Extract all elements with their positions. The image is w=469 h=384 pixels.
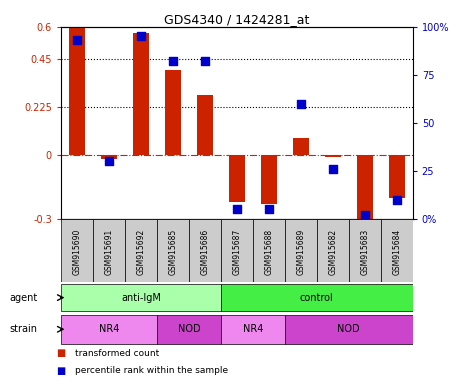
Text: anti-IgM: anti-IgM [121, 293, 161, 303]
Text: GSM915692: GSM915692 [136, 228, 145, 275]
Bar [381, 219, 413, 282]
Bar [221, 219, 253, 282]
Bar [61, 314, 157, 344]
Point [329, 166, 337, 172]
Point [105, 158, 113, 164]
Text: GSM915686: GSM915686 [200, 228, 209, 275]
Bar [93, 219, 125, 282]
Text: NR4: NR4 [99, 324, 119, 334]
Text: GSM915682: GSM915682 [328, 228, 337, 275]
Text: GSM915688: GSM915688 [265, 228, 273, 275]
Text: GSM915684: GSM915684 [392, 228, 401, 275]
Point [233, 206, 241, 212]
Text: GSM915689: GSM915689 [296, 228, 305, 275]
Text: control: control [300, 293, 333, 303]
Text: NOD: NOD [178, 324, 200, 334]
Bar [261, 155, 277, 204]
Bar [349, 219, 381, 282]
Bar [101, 155, 117, 159]
Point [73, 37, 81, 43]
Text: GSM915687: GSM915687 [232, 228, 242, 275]
Text: ■: ■ [56, 348, 66, 358]
Bar [61, 219, 93, 282]
Text: ■: ■ [56, 366, 66, 376]
Bar [61, 284, 221, 311]
Bar [285, 219, 317, 282]
Point [137, 33, 144, 40]
Bar [293, 138, 309, 155]
Point [393, 197, 401, 203]
Point [169, 58, 177, 65]
Bar [389, 155, 405, 197]
Text: GSM915690: GSM915690 [72, 228, 82, 275]
Bar [69, 27, 85, 155]
Point [361, 212, 369, 218]
Text: percentile rank within the sample: percentile rank within the sample [75, 366, 228, 375]
Bar [221, 314, 285, 344]
Bar [253, 219, 285, 282]
Text: NR4: NR4 [242, 324, 263, 334]
Text: GSM915683: GSM915683 [360, 228, 369, 275]
Text: NOD: NOD [338, 324, 360, 334]
Bar [189, 219, 221, 282]
Bar [325, 155, 341, 157]
Bar [197, 95, 213, 155]
Bar [165, 70, 181, 155]
Point [265, 206, 272, 212]
Text: GSM915685: GSM915685 [168, 228, 177, 275]
Bar [157, 314, 221, 344]
Bar [221, 284, 413, 311]
Title: GDS4340 / 1424281_at: GDS4340 / 1424281_at [164, 13, 310, 26]
Bar [229, 155, 245, 202]
Text: agent: agent [9, 293, 38, 303]
Text: strain: strain [9, 324, 38, 334]
Bar [357, 155, 373, 219]
Point [297, 101, 304, 107]
Bar [157, 219, 189, 282]
Bar [125, 219, 157, 282]
Text: GSM915691: GSM915691 [105, 228, 113, 275]
Bar [285, 314, 413, 344]
Text: transformed count: transformed count [75, 349, 159, 358]
Bar [317, 219, 349, 282]
Point [201, 58, 209, 65]
Bar [133, 33, 149, 155]
